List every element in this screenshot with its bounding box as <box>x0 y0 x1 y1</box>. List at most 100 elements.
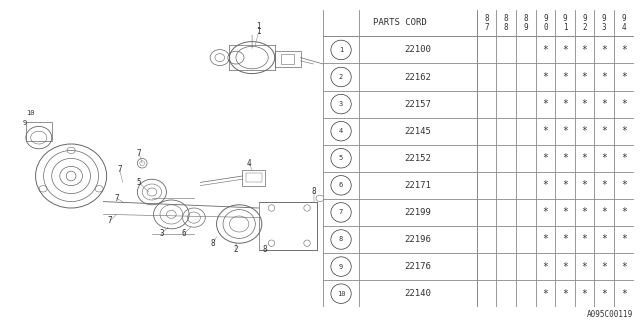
Text: PARTS CORD: PARTS CORD <box>373 19 427 28</box>
Text: *: * <box>601 99 607 109</box>
Text: *: * <box>621 153 627 163</box>
Text: *: * <box>621 207 627 217</box>
Text: 22162: 22162 <box>404 73 431 82</box>
Text: *: * <box>562 72 568 82</box>
Text: A095C00119: A095C00119 <box>588 310 634 319</box>
Text: *: * <box>543 72 548 82</box>
Text: *: * <box>601 153 607 163</box>
Text: 2: 2 <box>234 245 238 254</box>
Text: 9
1: 9 1 <box>563 14 567 32</box>
Text: 4: 4 <box>339 128 343 134</box>
Bar <box>243 170 265 186</box>
Text: 8
7: 8 7 <box>484 14 489 32</box>
Bar <box>246 173 262 182</box>
Text: 3: 3 <box>159 229 164 238</box>
Text: 1: 1 <box>339 47 343 53</box>
Text: 7: 7 <box>114 194 118 203</box>
Text: *: * <box>562 153 568 163</box>
Text: *: * <box>582 180 588 190</box>
Text: 9
0: 9 0 <box>543 14 548 32</box>
Text: *: * <box>621 180 627 190</box>
Text: 5: 5 <box>137 178 141 187</box>
Text: 1: 1 <box>256 22 261 31</box>
Text: 22157: 22157 <box>404 100 431 108</box>
Text: *: * <box>582 126 588 136</box>
Text: 9: 9 <box>339 264 343 269</box>
Text: *: * <box>601 235 607 244</box>
Text: 8: 8 <box>211 239 216 248</box>
Text: 10: 10 <box>337 291 346 297</box>
Text: *: * <box>582 289 588 299</box>
Text: *: * <box>601 45 607 55</box>
Text: *: * <box>601 180 607 190</box>
Text: 22199: 22199 <box>404 208 431 217</box>
Text: *: * <box>543 99 548 109</box>
Text: *: * <box>543 289 548 299</box>
Text: 22152: 22152 <box>404 154 431 163</box>
Text: 4: 4 <box>246 159 251 168</box>
Text: 22145: 22145 <box>404 127 431 136</box>
Text: *: * <box>582 72 588 82</box>
Text: 9
2: 9 2 <box>582 14 587 32</box>
Text: 8
9: 8 9 <box>524 14 528 32</box>
Text: *: * <box>582 235 588 244</box>
Text: 22100: 22100 <box>404 45 431 54</box>
Text: *: * <box>601 126 607 136</box>
Text: *: * <box>562 99 568 109</box>
Text: *: * <box>582 45 588 55</box>
Text: *: * <box>621 72 627 82</box>
Text: 8: 8 <box>339 236 343 243</box>
Text: 2: 2 <box>339 74 343 80</box>
Text: 6: 6 <box>339 182 343 188</box>
Text: 1: 1 <box>256 28 261 36</box>
Text: 6: 6 <box>182 229 186 238</box>
Text: *: * <box>562 180 568 190</box>
Text: 9
3: 9 3 <box>602 14 607 32</box>
Text: *: * <box>621 126 627 136</box>
Text: *: * <box>562 261 568 272</box>
Text: *: * <box>582 99 588 109</box>
Text: *: * <box>562 289 568 299</box>
Text: *: * <box>543 45 548 55</box>
Text: *: * <box>562 235 568 244</box>
Text: *: * <box>562 45 568 55</box>
Text: 8: 8 <box>311 188 316 196</box>
Text: 7: 7 <box>108 216 112 225</box>
Text: *: * <box>543 207 548 217</box>
Text: *: * <box>621 235 627 244</box>
Bar <box>26 122 52 141</box>
Text: *: * <box>562 126 568 136</box>
Text: 10: 10 <box>26 110 35 116</box>
Text: 22171: 22171 <box>404 181 431 190</box>
Text: *: * <box>582 153 588 163</box>
Text: 22176: 22176 <box>404 262 431 271</box>
Text: *: * <box>543 235 548 244</box>
Bar <box>259 202 317 250</box>
Text: 22140: 22140 <box>404 289 431 298</box>
Bar <box>275 51 301 67</box>
Text: 9
4: 9 4 <box>621 14 626 32</box>
Text: 5: 5 <box>339 155 343 161</box>
Text: 22196: 22196 <box>404 235 431 244</box>
Text: 9: 9 <box>22 120 27 126</box>
Text: *: * <box>543 261 548 272</box>
Text: *: * <box>582 261 588 272</box>
Text: *: * <box>543 180 548 190</box>
Text: *: * <box>621 99 627 109</box>
Text: *: * <box>621 45 627 55</box>
Text: *: * <box>601 72 607 82</box>
Text: *: * <box>621 261 627 272</box>
Text: *: * <box>543 153 548 163</box>
Text: *: * <box>562 207 568 217</box>
Text: *: * <box>621 289 627 299</box>
Text: *: * <box>601 289 607 299</box>
Text: 8: 8 <box>262 245 268 254</box>
Text: *: * <box>582 207 588 217</box>
Text: 8
8: 8 8 <box>504 14 509 32</box>
Text: 7: 7 <box>117 165 122 174</box>
Text: 3: 3 <box>339 101 343 107</box>
Text: *: * <box>543 126 548 136</box>
Text: 7: 7 <box>137 149 141 158</box>
Text: *: * <box>601 261 607 272</box>
Text: *: * <box>601 207 607 217</box>
